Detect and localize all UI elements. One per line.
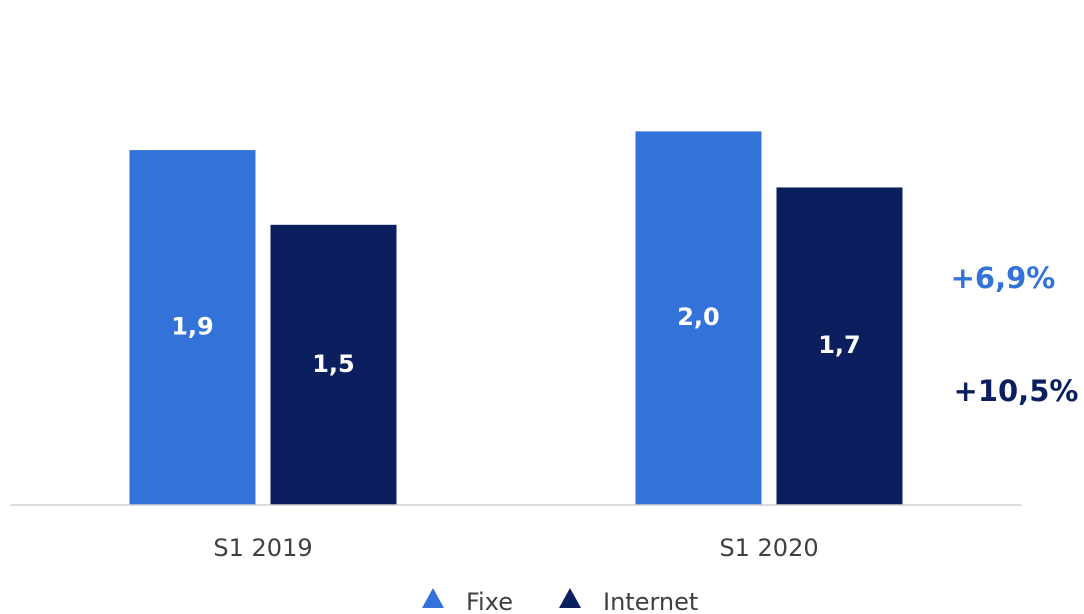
legend-marker [422,588,444,608]
data-label: 2,0 [677,303,720,331]
x-tick-label: S1 2020 [719,534,818,562]
bar [635,131,762,505]
data-label: 1,7 [818,331,861,359]
bar [270,224,397,506]
legend-label: Fixe [466,588,513,614]
bar [129,150,256,505]
bar [776,187,903,505]
data-label: 1,9 [171,313,214,341]
x-tick-label: S1 2019 [213,534,312,562]
annotation: +6,9% [951,261,1056,295]
annotation: +10,5% [954,374,1079,408]
legend-marker [559,588,581,608]
data-label: 1,5 [312,350,355,378]
legend-label: Internet [603,588,698,614]
